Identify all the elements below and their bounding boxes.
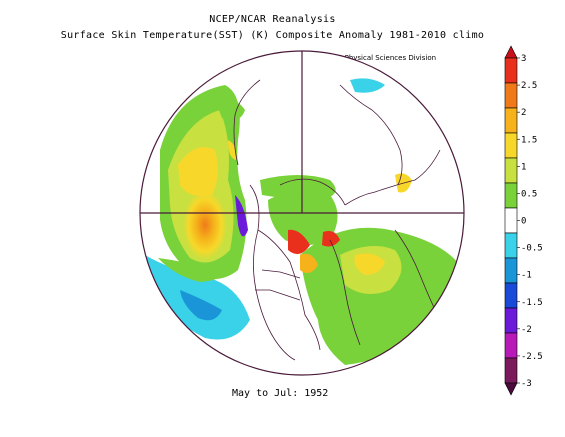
colorbar-tick-label: 1.5: [521, 135, 537, 145]
colorbar-tick-label: -1: [521, 271, 532, 281]
colorbar-tick-label: -2: [521, 325, 532, 335]
colorbar-swatch: [504, 107, 518, 134]
colorbar-swatch: [504, 232, 518, 259]
colorbar-swatch: [504, 307, 518, 334]
colorbar-swatch: [504, 132, 518, 159]
colorbar-swatch: [504, 82, 518, 109]
colorbar-tick-label: -0.5: [521, 244, 543, 254]
colorbar-tick-label: -1.5: [521, 298, 543, 308]
colorbar-swatch: [504, 207, 518, 234]
colorbar-tick-label: 1: [521, 162, 526, 172]
colorbar-tick-label: -3: [521, 379, 532, 389]
colorbar-swatch: [504, 257, 518, 284]
colorbar-swatch: [504, 282, 518, 309]
figure-title-line1: NCEP/NCAR Reanalysis: [209, 14, 336, 25]
colorbar-tick-label: 2.5: [521, 81, 537, 91]
colorbar-swatch: [504, 182, 518, 209]
period-label: May to Jul: 1952: [232, 388, 329, 399]
colorbar-swatch: [504, 157, 518, 184]
colorbar-tick-label: 0: [521, 217, 526, 227]
colorbar-tick-label: 0.5: [521, 189, 537, 199]
colorbar-over-arrow: [504, 45, 518, 59]
colorbar-tick-label: -2.5: [521, 352, 543, 362]
credit-label: NOAA/ESRL Physical Sciences Division: [302, 54, 437, 62]
colorbar-under-arrow: [504, 382, 518, 396]
colorbar-swatch: [504, 57, 518, 84]
colorbar-swatch: [504, 332, 518, 359]
colorbar-tick-label: 2: [521, 108, 526, 118]
colorbar-swatch: [504, 357, 518, 384]
figure-title-line2: Surface Skin Temperature(SST) (K) Compos…: [60, 30, 485, 41]
colorbar-tick-label: 3: [521, 54, 526, 64]
